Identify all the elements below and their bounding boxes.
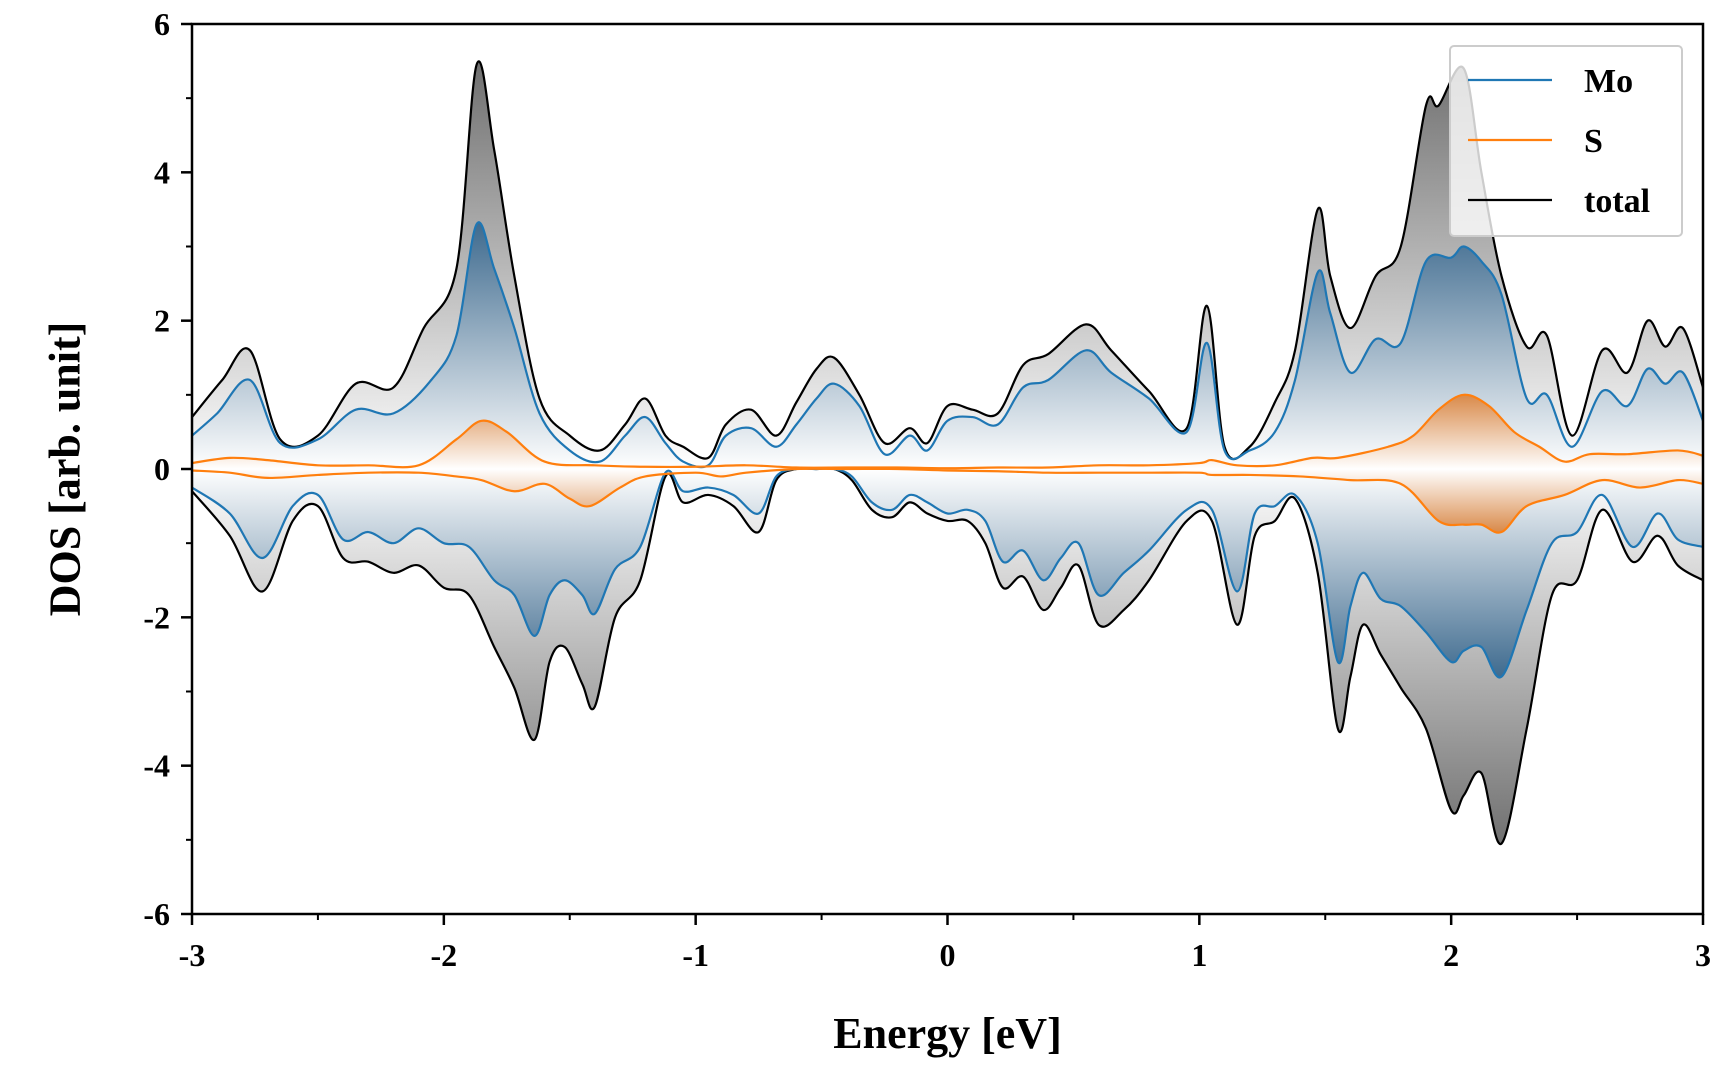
y-tick-labels: -6 -4 -2 0 2 4 6	[143, 6, 170, 932]
x-axis-label: Energy [eV]	[833, 1009, 1062, 1058]
mo-up-fill	[192, 222, 1703, 469]
y-tick-label: 2	[154, 303, 170, 339]
s-down-fill	[192, 468, 1703, 533]
x-tick-label: -3	[179, 937, 206, 973]
x-tick-label: 2	[1443, 937, 1459, 973]
s-up-line	[192, 393, 1703, 470]
axis-ticks	[181, 22, 1705, 925]
y-tick-label: 0	[154, 451, 170, 487]
s-down-line	[192, 467, 1703, 534]
mo-down-fill	[192, 468, 1703, 678]
legend-label-mo: Mo	[1584, 63, 1633, 100]
x-tick-label: 1	[1191, 937, 1207, 973]
mo-down-line	[192, 467, 1703, 679]
legend-box	[1449, 45, 1683, 237]
area-fills	[192, 61, 1703, 845]
y-tick-label: -2	[143, 599, 170, 635]
legend-label-total: total	[1584, 183, 1650, 220]
y-tick-label: 6	[154, 6, 170, 42]
x-tick-labels: -3 -2 -1 0 1 2 3	[179, 937, 1711, 973]
series-lines	[192, 60, 1703, 845]
y-axis-label: DOS [arb. unit]	[40, 322, 89, 617]
mo-up-line	[192, 221, 1703, 469]
y-tick-label: -6	[143, 896, 170, 932]
x-tick-label: -1	[682, 937, 709, 973]
x-tick-label: 3	[1695, 937, 1711, 973]
total-down-line	[192, 467, 1703, 845]
legend-label-s: S	[1584, 123, 1603, 160]
s-up-fill	[192, 394, 1703, 469]
y-tick-label: -4	[143, 748, 170, 784]
y-tick-label: 4	[154, 154, 170, 190]
x-tick-label: -2	[431, 937, 458, 973]
x-tick-label: 0	[940, 937, 956, 973]
